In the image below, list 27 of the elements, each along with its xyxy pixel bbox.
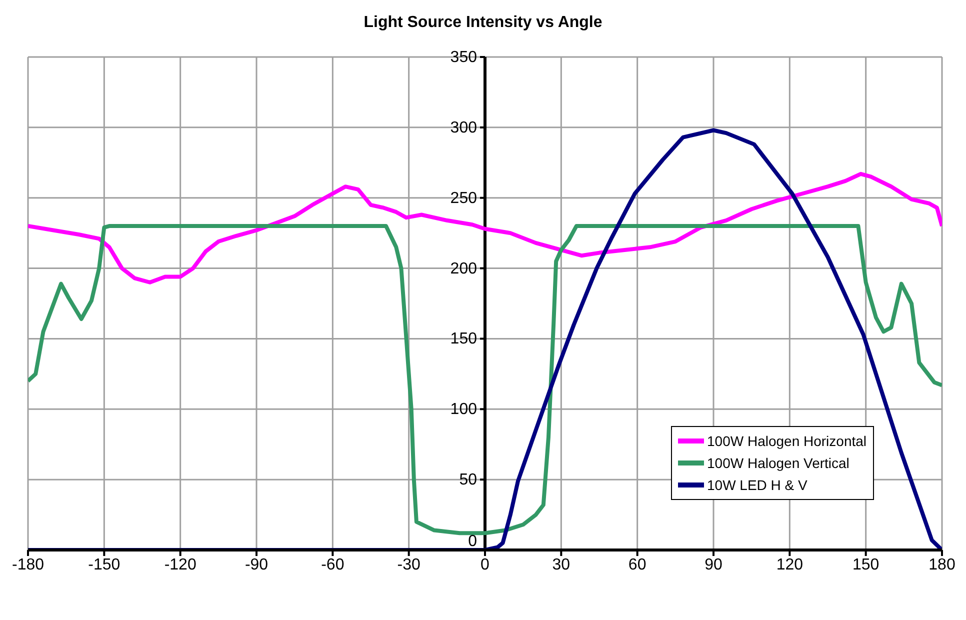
line-series <box>28 224 942 536</box>
x-tick-label: 180 <box>928 556 956 574</box>
x-tick-label: -30 <box>397 556 420 574</box>
x-tick-label: 90 <box>704 556 722 574</box>
x-tick-label: 150 <box>852 556 880 574</box>
y-tick-label: 0 <box>468 533 478 550</box>
legend-label: 100W Halogen Vertical <box>707 455 850 471</box>
y-tick-label: 350 <box>450 49 478 66</box>
line-series <box>28 172 942 284</box>
x-tick-label: 120 <box>776 556 804 574</box>
y-tick-label: 200 <box>450 260 478 278</box>
y-tick-label: 100 <box>450 401 478 418</box>
x-tick-label: 30 <box>552 556 570 574</box>
x-tick-label: 60 <box>628 556 646 574</box>
x-tick-label: 0 <box>480 556 490 574</box>
x-tick-label: -180 <box>12 556 44 574</box>
chart-title: Light Source Intensity vs Angle <box>362 14 604 32</box>
y-tick-label: 250 <box>450 190 478 207</box>
legend-label: 10W LED H & V <box>707 477 808 493</box>
x-tick-label: -60 <box>321 556 344 574</box>
y-tick-label: 50 <box>459 472 478 489</box>
x-tick-label: -150 <box>88 556 120 574</box>
y-tick-label: 150 <box>450 330 478 348</box>
x-tick-label: -120 <box>164 556 196 574</box>
y-tick-label: 300 <box>450 119 478 136</box>
legend-label: 100W Halogen Horizontal <box>707 433 867 449</box>
x-tick-label: -90 <box>244 556 268 574</box>
